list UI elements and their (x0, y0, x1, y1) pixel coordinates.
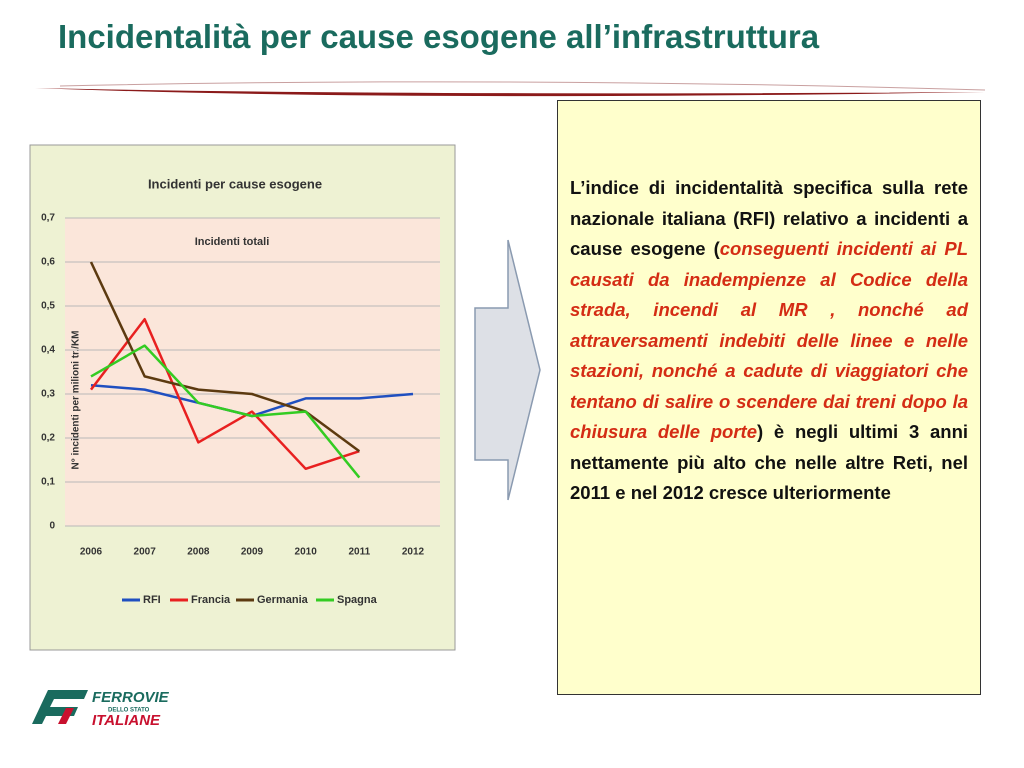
y-tick-label: 0,7 (41, 213, 55, 224)
y-tick-label: 0,3 (41, 389, 55, 400)
legend-label: RFI (143, 594, 161, 606)
plot-area (65, 218, 440, 526)
text: L’indice di incidentalità specifica sull… (570, 177, 968, 259)
logo-shape (32, 690, 88, 724)
logo-mark (32, 690, 88, 724)
logo-text: FERROVIE (92, 689, 170, 706)
y-tick-label: 0 (49, 521, 55, 532)
legend-label: Germania (257, 594, 309, 606)
x-tick-label: 2007 (134, 547, 157, 558)
slide-title: Incidentalità per cause esogene all’infr… (58, 18, 820, 55)
text-box: L’indice di incidentalità specifica sull… (557, 100, 981, 695)
x-tick-label: 2010 (295, 547, 318, 558)
y-tick-label: 0,4 (41, 345, 55, 356)
y-axis-label: N° incidenti per milioni tr./KM (71, 330, 82, 469)
arrow (474, 239, 541, 501)
text: ) è negli ultimi 3 anni nettamente più a… (570, 421, 969, 503)
text-highlight: conseguenti incidenti ai PL causati da i… (570, 238, 968, 442)
chart-subtitle: Incidenti totali (195, 236, 270, 248)
x-tick-label: 2006 (80, 547, 103, 558)
series-line (89, 261, 361, 453)
chart-title: Incidenti per cause esogene (148, 176, 322, 191)
y-tick-label: 0,1 (41, 477, 55, 488)
series-line (90, 317, 360, 471)
legend-label: Francia (191, 594, 231, 606)
x-tick-label: 2009 (241, 547, 264, 558)
x-tick-label: 2012 (402, 547, 425, 558)
y-tick-label: 0,2 (41, 433, 55, 444)
logo-text: ITALIANE (92, 712, 161, 729)
title-swoosh-light (59, 81, 986, 91)
y-tick-label: 0,6 (41, 257, 55, 268)
legend-label: Spagna (337, 594, 378, 606)
x-tick-label: 2011 (348, 547, 370, 558)
logo-text: DELLO STATO (108, 708, 150, 714)
title-swoosh (35, 88, 985, 97)
logo-shape (58, 708, 74, 724)
x-tick-label: 2008 (187, 547, 210, 558)
y-tick-label: 0,5 (41, 301, 55, 312)
series-line (90, 344, 361, 479)
